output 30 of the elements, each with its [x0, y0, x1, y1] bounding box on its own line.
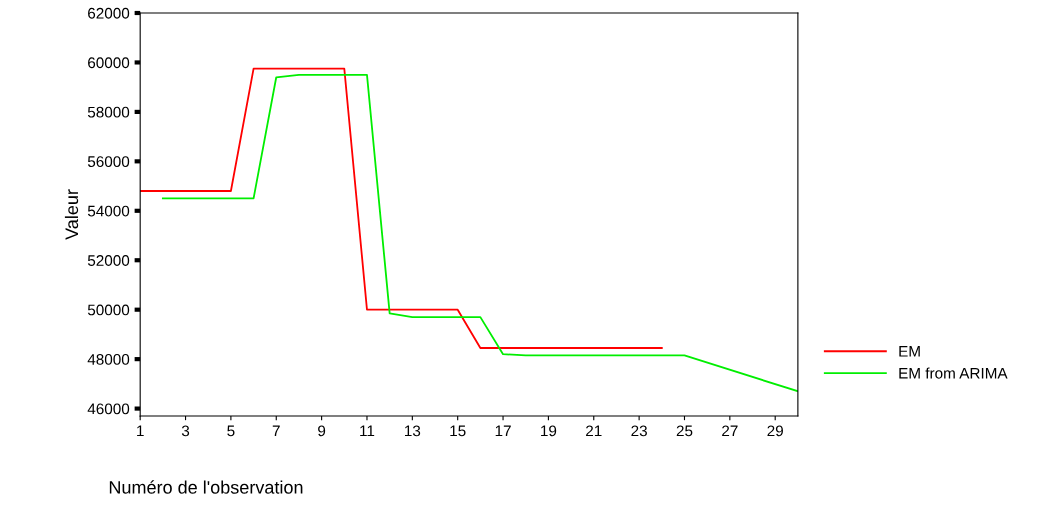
y-tick-label: 56000 — [87, 156, 130, 168]
x-tick-label: 21 — [586, 425, 602, 437]
y-tick-label: 50000 — [87, 304, 130, 316]
x-tick-label: 5 — [227, 425, 235, 437]
line-series — [140, 67, 663, 349]
x-tick-label: 7 — [272, 425, 280, 437]
x-tick-label: 15 — [450, 425, 466, 437]
x-tick-label: 29 — [767, 425, 783, 437]
x-tick-label: 25 — [676, 425, 693, 437]
x-tick-label: 11 — [360, 425, 375, 437]
line-series — [161, 73, 798, 393]
x-tick-label: 23 — [631, 425, 647, 437]
x-tick-label: 19 — [541, 425, 557, 437]
y-tick-label: 46000 — [87, 403, 130, 415]
x-tick-label: 27 — [722, 425, 738, 437]
y-tick-label: 58000 — [87, 106, 130, 118]
y-tick-label: 52000 — [87, 255, 130, 266]
x-tick-label: 13 — [405, 425, 421, 437]
x-tick-label: 3 — [181, 425, 190, 437]
x-tick-label: 1 — [137, 425, 144, 437]
legend-label: EM from ARIMA — [899, 367, 1008, 379]
x-axis-title: Numéro de l'observation — [109, 480, 303, 494]
y-tick-label: 48000 — [87, 354, 130, 365]
y-axis-title: Valeur — [64, 189, 79, 240]
y-tick-label: 62000 — [88, 7, 130, 19]
y-tick-label: 54000 — [87, 205, 130, 217]
y-tick-label: 60000 — [88, 57, 130, 69]
x-tick-label: 9 — [318, 425, 326, 437]
legend-label: EM — [899, 346, 920, 357]
x-tick-label: 17 — [495, 425, 511, 437]
